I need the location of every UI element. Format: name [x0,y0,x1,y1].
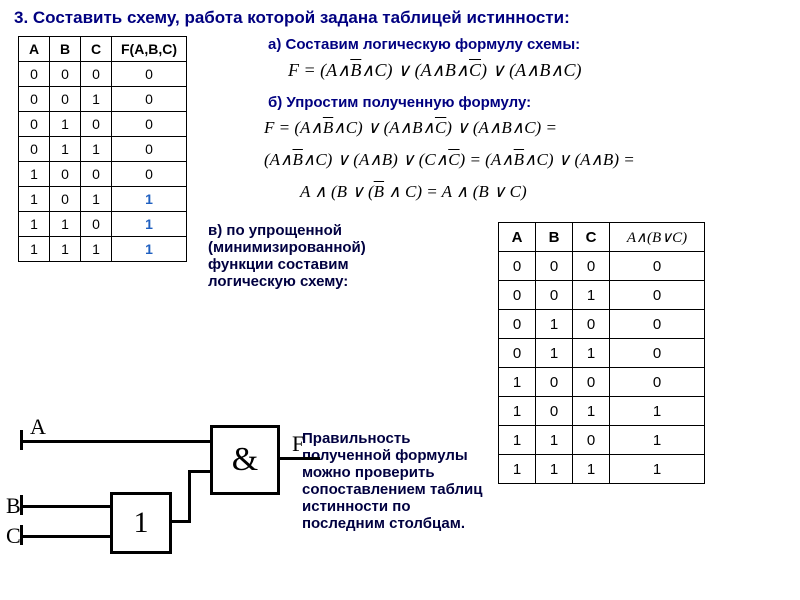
or-gate: 1 [110,492,172,554]
table-row: 0110 [19,137,187,162]
table-row: 0100 [19,112,187,137]
table-row: 1011 [19,187,187,212]
wire [188,470,210,473]
table-row: 0010 [19,87,187,112]
pin-label: A [30,414,46,440]
table-row: 1011 [499,397,705,426]
subtitle-a: а) Составим логическую формулу схемы: [268,36,580,53]
table-header: F(A,B,C) [112,37,187,62]
text-d: Правильность полученной формулы можно пр… [302,430,490,532]
pin-label: F [292,431,304,457]
table-header: B [536,223,573,252]
wire [20,535,110,538]
table-header: C [573,223,610,252]
table-header: B [50,37,81,62]
formula-4: A ∧ (B ∨ (B ∧ C) = A ∧ (B ∨ C) [300,182,527,202]
formula-1: F = (A∧B∧C) ∨ (A∧B∧C) ∨ (A∧B∧C) [288,60,582,81]
wire [20,505,110,508]
table-row: 1111 [499,455,705,484]
table-header: A∧(B∨C) [610,223,705,252]
truth-table-result: ABCA∧(B∨C)000000100100011010001011110111… [498,222,705,484]
table-row: 0110 [499,339,705,368]
table-header: A [19,37,50,62]
formula-3: (A∧B∧C) ∨ (A∧B) ∨ (C∧C) = (A∧B∧C) ∨ (A∧B… [264,150,635,170]
table-row: 1111 [19,237,187,262]
table-row: 1101 [499,426,705,455]
table-row: 1000 [499,368,705,397]
table-row: 0000 [499,252,705,281]
subtitle-b: б) Упростим полученную формулу: [268,94,531,111]
and-gate: & [210,425,280,495]
table-row: 1000 [19,162,187,187]
table-row: 1101 [19,212,187,237]
table-header: C [81,37,112,62]
pin-label: B [6,493,21,519]
truth-table-input: ABCF(A,B,C)00000010010001101000101111011… [18,36,187,262]
wire [20,440,210,443]
formula-2: F = (A∧B∧C) ∨ (A∧B∧C) ∨ (A∧B∧C) = [264,118,557,138]
table-row: 0100 [499,310,705,339]
text-c: в) по упрощенной (минимизированной) функ… [208,222,418,290]
page-title: 3. Составить схему, работа которой задан… [14,8,570,28]
wire [274,457,320,460]
wire [188,470,191,523]
pin-label: C [6,523,21,549]
table-header: A [499,223,536,252]
table-row: 0010 [499,281,705,310]
table-row: 0000 [19,62,187,87]
